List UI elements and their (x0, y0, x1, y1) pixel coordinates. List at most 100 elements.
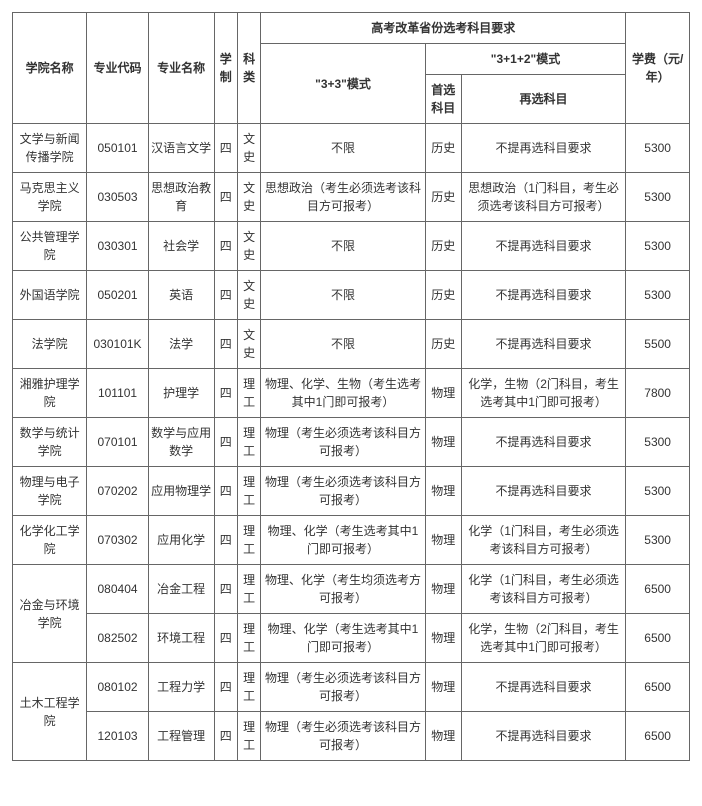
cell-code: 030503 (87, 173, 149, 222)
cell-major: 法学 (148, 320, 214, 369)
cell-second-subject: 化学，生物（2门科目，考生选考其中1门即可报考） (461, 369, 625, 418)
table-row: 法学院030101K法学四文史不限历史不提再选科目要求5500 (13, 320, 690, 369)
cell-first-subject: 物理 (425, 516, 461, 565)
cell-fee: 6500 (626, 614, 690, 663)
cell-second-subject: 思想政治（1门科目，考生必须选考该科目方可报考） (461, 173, 625, 222)
cell-code: 070101 (87, 418, 149, 467)
cell-fee: 5300 (626, 271, 690, 320)
cell-type: 理工 (237, 663, 260, 712)
header-first-subject: 首选科目 (425, 75, 461, 124)
cell-code: 050101 (87, 124, 149, 173)
cell-fee: 5500 (626, 320, 690, 369)
cell-code: 050201 (87, 271, 149, 320)
cell-duration: 四 (214, 124, 237, 173)
cell-second-subject: 化学，生物（2门科目，考生选考其中1门即可报考） (461, 614, 625, 663)
cell-mode33: 不限 (261, 124, 425, 173)
cell-major: 数学与应用数学 (148, 418, 214, 467)
cell-second-subject: 不提再选科目要求 (461, 271, 625, 320)
cell-type: 理工 (237, 369, 260, 418)
cell-college: 化学化工学院 (13, 516, 87, 565)
cell-mode33: 物理（考生必须选考该科目方可报考） (261, 663, 425, 712)
cell-fee: 5300 (626, 124, 690, 173)
cell-duration: 四 (214, 173, 237, 222)
cell-second-subject: 化学（1门科目，考生必须选考该科目方可报考） (461, 516, 625, 565)
header-major: 专业名称 (148, 13, 214, 124)
cell-first-subject: 历史 (425, 271, 461, 320)
table-row: 土木工程学院080102工程力学四理工物理（考生必须选考该科目方可报考）物理不提… (13, 663, 690, 712)
table-row: 公共管理学院030301社会学四文史不限历史不提再选科目要求5300 (13, 222, 690, 271)
cell-mode33: 不限 (261, 271, 425, 320)
cell-mode33: 物理、化学（考生均须选考方可报考） (261, 565, 425, 614)
table-row: 120103工程管理四理工物理（考生必须选考该科目方可报考）物理不提再选科目要求… (13, 712, 690, 761)
cell-type: 文史 (237, 222, 260, 271)
cell-duration: 四 (214, 418, 237, 467)
cell-duration: 四 (214, 712, 237, 761)
cell-mode33: 物理、化学、生物（考生选考其中1门即可报考） (261, 369, 425, 418)
cell-code: 101101 (87, 369, 149, 418)
cell-fee: 6500 (626, 663, 690, 712)
header-type: 科类 (237, 13, 260, 124)
table-header: 学院名称 专业代码 专业名称 学制 科类 高考改革省份选考科目要求 学费（元/年… (13, 13, 690, 124)
cell-second-subject: 不提再选科目要求 (461, 467, 625, 516)
cell-first-subject: 物理 (425, 467, 461, 516)
cell-major: 思想政治教育 (148, 173, 214, 222)
cell-mode33: 不限 (261, 222, 425, 271)
cell-mode33: 物理、化学（考生选考其中1门即可报考） (261, 614, 425, 663)
cell-fee: 6500 (626, 565, 690, 614)
cell-major: 环境工程 (148, 614, 214, 663)
cell-duration: 四 (214, 222, 237, 271)
cell-first-subject: 历史 (425, 173, 461, 222)
cell-fee: 7800 (626, 369, 690, 418)
cell-fee: 5300 (626, 516, 690, 565)
cell-first-subject: 物理 (425, 418, 461, 467)
table-body: 文学与新闻传播学院050101汉语言文学四文史不限历史不提再选科目要求5300马… (13, 124, 690, 761)
cell-fee: 5300 (626, 222, 690, 271)
header-mode33: "3+3"模式 (261, 44, 425, 124)
cell-code: 030301 (87, 222, 149, 271)
cell-major: 汉语言文学 (148, 124, 214, 173)
cell-mode33: 物理（考生必须选考该科目方可报考） (261, 712, 425, 761)
cell-college: 物理与电子学院 (13, 467, 87, 516)
cell-duration: 四 (214, 369, 237, 418)
header-reform-group: 高考改革省份选考科目要求 (261, 13, 626, 44)
cell-mode33: 思想政治（考生必须选考该科目方可报考） (261, 173, 425, 222)
cell-type: 理工 (237, 614, 260, 663)
header-second-subject: 再选科目 (461, 75, 625, 124)
cell-major: 冶金工程 (148, 565, 214, 614)
header-college: 学院名称 (13, 13, 87, 124)
cell-major: 工程管理 (148, 712, 214, 761)
cell-first-subject: 物理 (425, 369, 461, 418)
cell-first-subject: 物理 (425, 712, 461, 761)
cell-duration: 四 (214, 271, 237, 320)
cell-type: 文史 (237, 124, 260, 173)
cell-fee: 5300 (626, 173, 690, 222)
cell-first-subject: 历史 (425, 124, 461, 173)
cell-second-subject: 不提再选科目要求 (461, 124, 625, 173)
table-row: 湘雅护理学院101101护理学四理工物理、化学、生物（考生选考其中1门即可报考）… (13, 369, 690, 418)
admissions-table: 学院名称 专业代码 专业名称 学制 科类 高考改革省份选考科目要求 学费（元/年… (12, 12, 690, 761)
header-fee: 学费（元/年） (626, 13, 690, 124)
cell-mode33: 物理（考生必须选考该科目方可报考） (261, 467, 425, 516)
cell-type: 理工 (237, 516, 260, 565)
table-row: 冶金与环境学院080404冶金工程四理工物理、化学（考生均须选考方可报考）物理化… (13, 565, 690, 614)
cell-second-subject: 不提再选科目要求 (461, 320, 625, 369)
cell-first-subject: 物理 (425, 614, 461, 663)
cell-first-subject: 历史 (425, 320, 461, 369)
table-row: 外国语学院050201英语四文史不限历史不提再选科目要求5300 (13, 271, 690, 320)
cell-duration: 四 (214, 663, 237, 712)
cell-college: 数学与统计学院 (13, 418, 87, 467)
cell-duration: 四 (214, 614, 237, 663)
cell-code: 080404 (87, 565, 149, 614)
cell-second-subject: 不提再选科目要求 (461, 712, 625, 761)
cell-college: 土木工程学院 (13, 663, 87, 761)
header-code: 专业代码 (87, 13, 149, 124)
cell-college: 外国语学院 (13, 271, 87, 320)
cell-major: 应用物理学 (148, 467, 214, 516)
cell-fee: 5300 (626, 418, 690, 467)
cell-major: 社会学 (148, 222, 214, 271)
cell-type: 理工 (237, 467, 260, 516)
cell-mode33: 不限 (261, 320, 425, 369)
cell-type: 文史 (237, 320, 260, 369)
cell-type: 理工 (237, 565, 260, 614)
cell-major: 工程力学 (148, 663, 214, 712)
